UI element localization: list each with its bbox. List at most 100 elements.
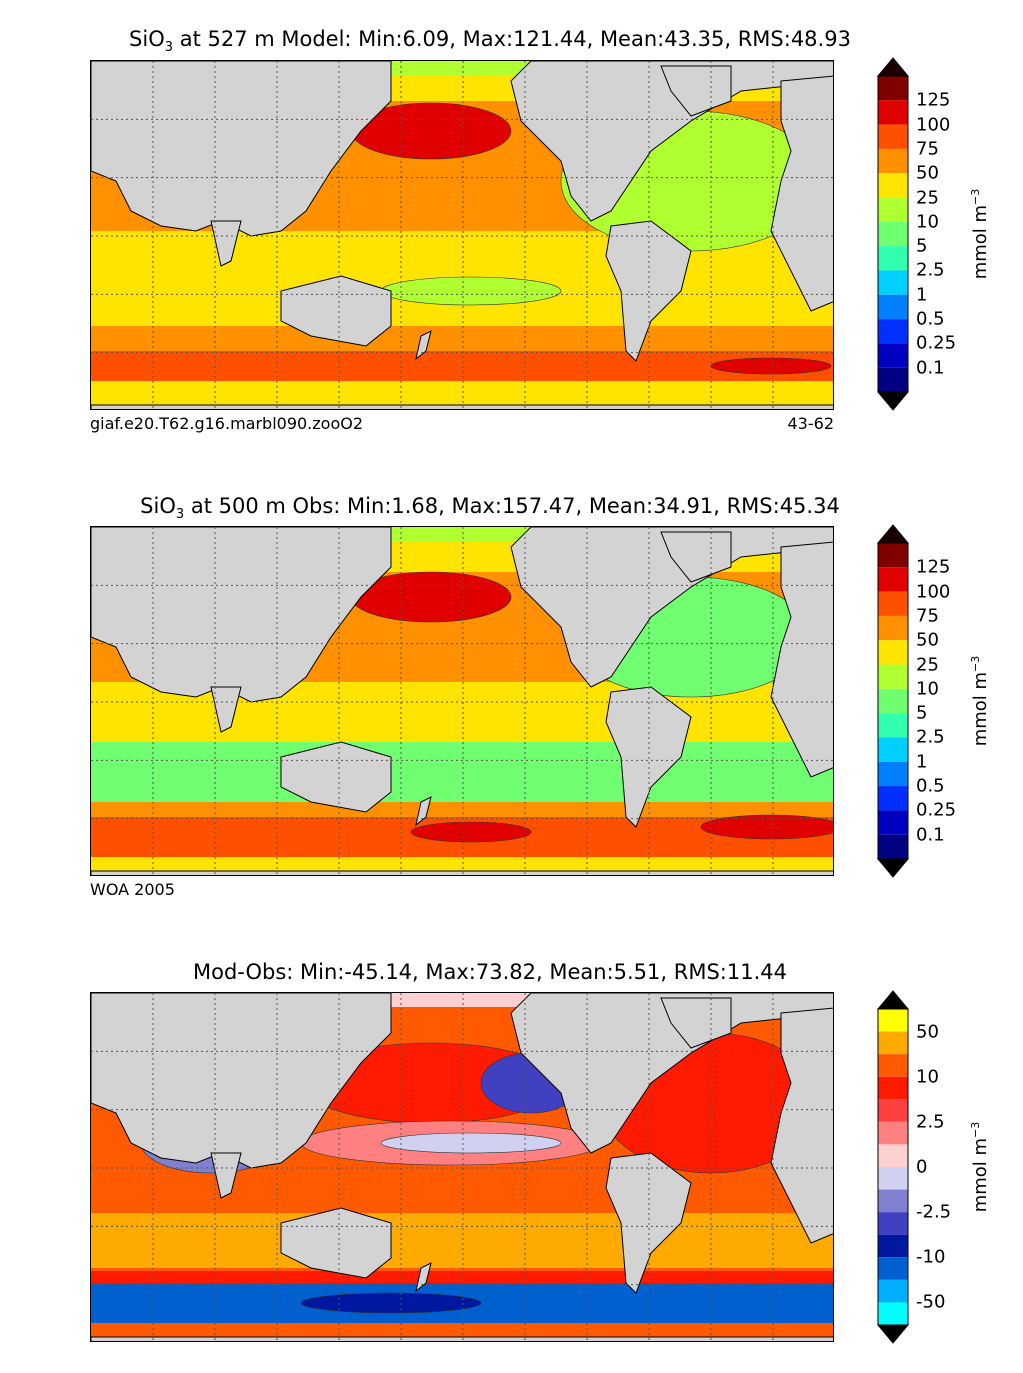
- landmass: [210, 1152, 242, 1199]
- obs-colorbar: [876, 524, 910, 878]
- landmass: [660, 65, 732, 117]
- colorbar-extend-top: [876, 57, 910, 77]
- colorbar-swatch: [878, 76, 908, 101]
- colorbar-swatch: [878, 221, 908, 247]
- model-title-rest: at 527 m Model: Min:6.09, Max:121.44, Me…: [173, 27, 851, 51]
- colorbar-tick-label: 100: [916, 581, 951, 603]
- colorbar-swatch: [878, 319, 908, 344]
- diff-units: mmol m: [970, 1137, 991, 1213]
- colorbar-extend-bottom: [876, 858, 910, 878]
- southern-ocean-max-1: [410, 821, 532, 843]
- colorbar-svg: [876, 57, 910, 411]
- colorbar-swatch: [878, 761, 908, 787]
- obs-units-sup: −3: [969, 655, 982, 672]
- colorbar-swatch: [878, 148, 908, 174]
- colorbar-tick-label: 5: [916, 235, 928, 257]
- model-title-prefix: SiO: [129, 27, 165, 51]
- colorbar-swatch: [878, 1099, 908, 1122]
- landmass: [415, 796, 432, 827]
- colorbar-swatch: [878, 688, 908, 714]
- diff-colorbar: [876, 990, 910, 1344]
- model-caption-right: 43-62: [787, 414, 835, 433]
- colorbar-swatch: [878, 1302, 908, 1325]
- colorbar-swatch: [878, 713, 908, 738]
- colorbar-swatch: [878, 591, 908, 616]
- colorbar-swatch: [878, 1054, 908, 1077]
- colorbar-tick-label: 1: [916, 751, 928, 773]
- colorbar-swatch: [878, 737, 908, 762]
- landmass: [770, 541, 833, 778]
- landmass: [770, 1007, 833, 1244]
- southern-ocean-max: [710, 357, 832, 375]
- colorbar-tick-label: 2.5: [916, 1111, 945, 1133]
- colorbar-tick-label: 0.5: [916, 308, 945, 330]
- colorbar-swatch: [878, 367, 908, 392]
- colorbar-tick-label: -50: [916, 1291, 946, 1313]
- obs-units-label: mmol m−3: [969, 656, 991, 747]
- colorbar-tick-label: 10: [916, 678, 939, 700]
- obs-title-prefix: SiO: [140, 494, 176, 518]
- model-map: [90, 60, 834, 410]
- diff-units-label: mmol m−3: [969, 1122, 991, 1213]
- colorbar-tick-label: 10: [916, 1066, 939, 1088]
- colorbar-swatch: [878, 640, 908, 665]
- southern-ocean-min: [300, 1292, 482, 1314]
- colorbar-swatch: [878, 1212, 908, 1235]
- colorbar-swatch: [878, 1234, 908, 1258]
- colorbar-tick-label: 125: [916, 556, 951, 578]
- colorbar-swatch: [878, 124, 908, 149]
- colorbar-tick-label: 0.25: [916, 332, 957, 354]
- landmass: [660, 997, 732, 1049]
- obs-title-rest: at 500 m Obs: Min:1.68, Max:157.47, Mean…: [184, 494, 840, 518]
- obs-units: mmol m: [970, 671, 991, 747]
- colorbar-swatch: [878, 343, 908, 368]
- obs-title-sub: 3: [175, 507, 185, 523]
- colorbar-tick-label: 125: [916, 89, 951, 111]
- model-title-sub: 3: [164, 40, 174, 56]
- landmass: [415, 1262, 432, 1293]
- landmass: [210, 220, 242, 267]
- colorbar-swatch: [878, 1167, 908, 1190]
- colorbar-svg: [876, 524, 910, 878]
- colorbar-swatch: [878, 1031, 908, 1055]
- colorbar-tick-label: 2.5: [916, 726, 945, 748]
- colorbar-tick-label: 0.1: [916, 357, 945, 379]
- colorbar-extend-bottom: [876, 391, 910, 411]
- southern-ocean-band-1: [91, 802, 833, 817]
- diff-map: [90, 992, 834, 1342]
- colorbar-extend-top: [876, 990, 910, 1010]
- colorbar-tick-label: 75: [916, 138, 939, 160]
- colorbar-swatch: [878, 664, 908, 689]
- southern-ocean-max-2: [700, 814, 833, 840]
- colorbar-swatch: [878, 543, 908, 568]
- model-units-label: mmol m−3: [969, 189, 991, 280]
- colorbar-tick-label: 5: [916, 702, 928, 724]
- colorbar-swatch: [878, 173, 908, 198]
- colorbar-swatch: [878, 1144, 908, 1167]
- colorbar-swatch: [878, 197, 908, 222]
- obs-panel-title: SiO3 at 500 m Obs: Min:1.68, Max:157.47,…: [0, 494, 980, 522]
- obs-map: [90, 526, 834, 876]
- colorbar-tick-label: 0.5: [916, 775, 945, 797]
- map-canvas: [91, 527, 833, 875]
- landmass: [210, 686, 242, 733]
- colorbar-tick-label: 0.1: [916, 824, 945, 846]
- colorbar-tick-label: 50: [916, 1021, 939, 1043]
- colorbar-tick-label: 2.5: [916, 259, 945, 281]
- colorbar-swatch: [878, 1076, 908, 1100]
- colorbar-swatch: [878, 1257, 908, 1280]
- colorbar-swatch: [878, 1121, 908, 1145]
- colorbar-swatch: [878, 270, 908, 295]
- landmass: [415, 330, 432, 361]
- colorbar-swatch: [878, 1009, 908, 1032]
- colorbar-swatch: [878, 1189, 908, 1213]
- colorbar-tick-label: -2.5: [916, 1201, 952, 1223]
- colorbar-tick-label: 50: [916, 629, 939, 651]
- diff-units-sup: −3: [969, 1121, 982, 1138]
- colorbar-tick-label: 75: [916, 605, 939, 627]
- colorbar-swatch: [878, 834, 908, 859]
- landmass: [770, 75, 833, 312]
- colorbar-tick-label: 100: [916, 114, 951, 136]
- colorbar-swatch: [878, 810, 908, 835]
- colorbar-tick-label: 25: [916, 187, 939, 209]
